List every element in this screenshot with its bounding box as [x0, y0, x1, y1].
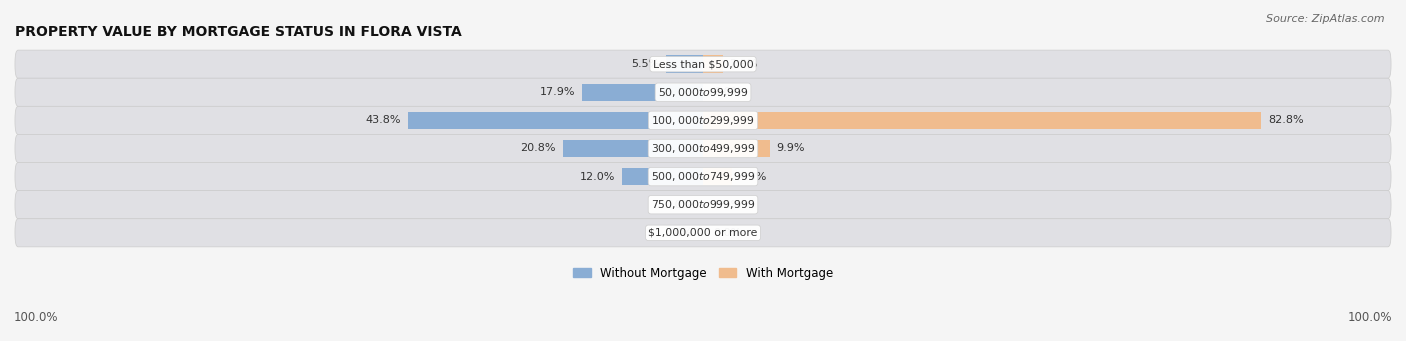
Text: 20.8%: 20.8%: [520, 144, 555, 153]
Text: 0.0%: 0.0%: [665, 200, 693, 210]
FancyBboxPatch shape: [15, 134, 1391, 163]
Text: 82.8%: 82.8%: [1268, 115, 1303, 125]
Text: $100,000 to $299,999: $100,000 to $299,999: [651, 114, 755, 127]
Bar: [703, 56, 723, 73]
Bar: [666, 56, 703, 73]
Text: 0.0%: 0.0%: [713, 87, 741, 97]
Text: 5.5%: 5.5%: [631, 59, 659, 69]
FancyBboxPatch shape: [15, 163, 1391, 191]
Text: 0.0%: 0.0%: [713, 228, 741, 238]
Text: $1,000,000 or more: $1,000,000 or more: [648, 228, 758, 238]
Text: $50,000 to $99,999: $50,000 to $99,999: [658, 86, 748, 99]
FancyBboxPatch shape: [15, 106, 1391, 134]
Text: 12.0%: 12.0%: [579, 172, 616, 182]
Text: PROPERTY VALUE BY MORTGAGE STATUS IN FLORA VISTA: PROPERTY VALUE BY MORTGAGE STATUS IN FLO…: [15, 25, 461, 39]
Bar: [703, 112, 1261, 129]
Text: $300,000 to $499,999: $300,000 to $499,999: [651, 142, 755, 155]
Text: 100.0%: 100.0%: [14, 311, 59, 324]
Bar: [621, 168, 703, 185]
Text: 100.0%: 100.0%: [1347, 311, 1392, 324]
FancyBboxPatch shape: [15, 78, 1391, 106]
Text: 43.8%: 43.8%: [366, 115, 401, 125]
Text: $750,000 to $999,999: $750,000 to $999,999: [651, 198, 755, 211]
Text: Source: ZipAtlas.com: Source: ZipAtlas.com: [1267, 14, 1385, 24]
Text: $500,000 to $749,999: $500,000 to $749,999: [651, 170, 755, 183]
Bar: [408, 112, 703, 129]
FancyBboxPatch shape: [15, 191, 1391, 219]
FancyBboxPatch shape: [15, 50, 1391, 78]
Legend: Without Mortgage, With Mortgage: Without Mortgage, With Mortgage: [568, 262, 838, 284]
Text: 9.9%: 9.9%: [776, 144, 806, 153]
Bar: [562, 140, 703, 157]
Bar: [582, 84, 703, 101]
Bar: [703, 168, 733, 185]
Text: 0.0%: 0.0%: [713, 200, 741, 210]
Text: 4.3%: 4.3%: [738, 172, 768, 182]
FancyBboxPatch shape: [15, 219, 1391, 247]
Text: 17.9%: 17.9%: [540, 87, 575, 97]
Text: 2.9%: 2.9%: [730, 59, 758, 69]
Text: 0.0%: 0.0%: [665, 228, 693, 238]
Text: Less than $50,000: Less than $50,000: [652, 59, 754, 69]
Bar: [703, 140, 769, 157]
